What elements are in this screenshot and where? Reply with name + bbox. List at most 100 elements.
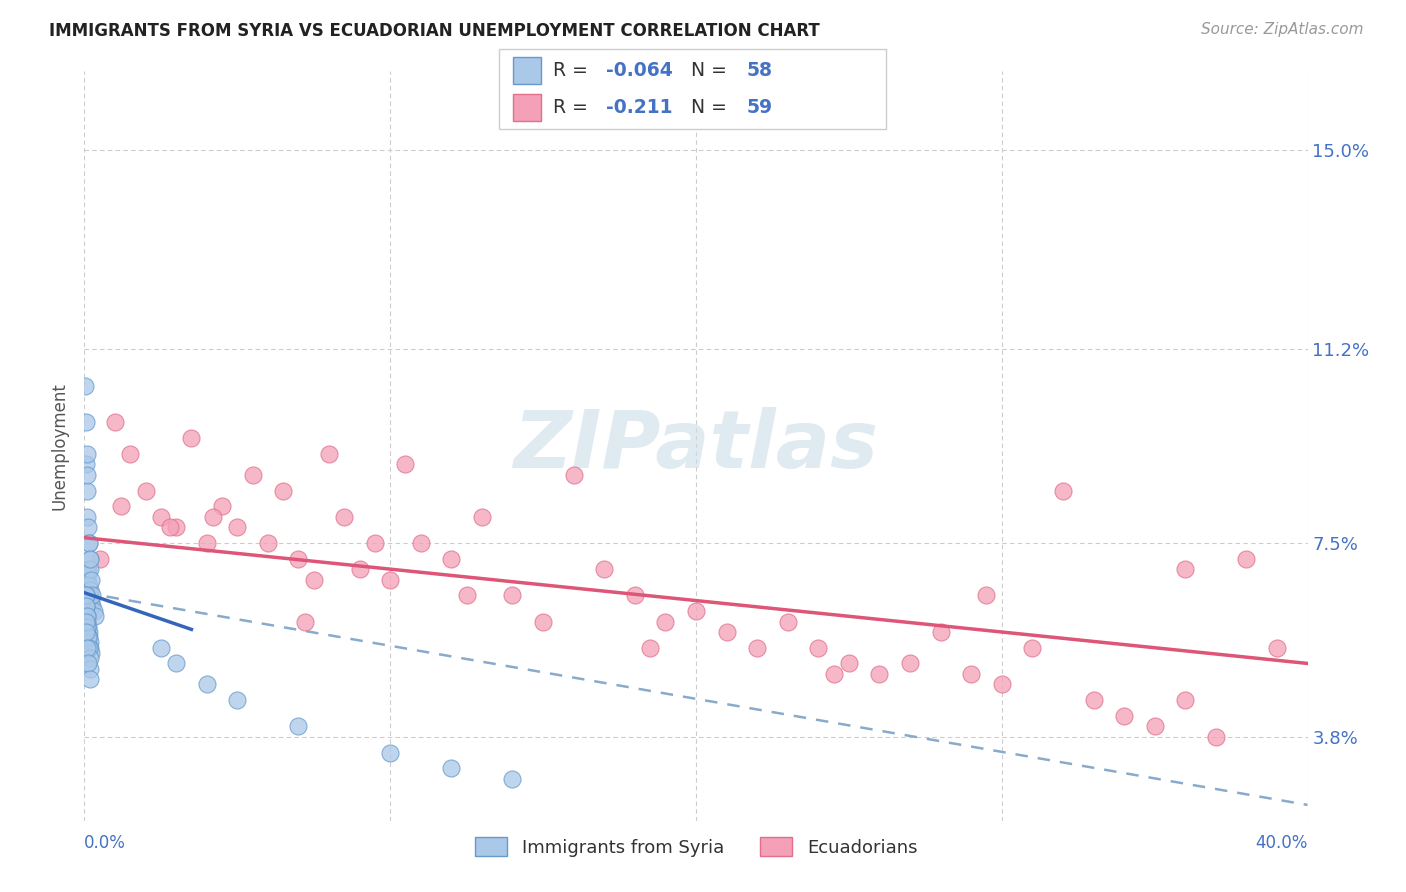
Point — [624, 588, 647, 602]
Point — [149, 640, 172, 655]
Point — [287, 551, 309, 566]
Point — [149, 509, 172, 524]
Text: -0.211: -0.211 — [606, 98, 672, 117]
Point — [110, 500, 132, 514]
Point — [75, 378, 97, 392]
Point — [1052, 483, 1074, 498]
Point — [75, 599, 97, 613]
Point — [1143, 719, 1166, 733]
Point — [226, 520, 249, 534]
Point — [685, 604, 707, 618]
Point — [294, 615, 316, 629]
Point — [77, 567, 100, 582]
Point — [1114, 709, 1136, 723]
Point — [79, 583, 101, 598]
Point — [77, 520, 100, 534]
Point — [180, 431, 202, 445]
Point — [79, 672, 101, 686]
Text: N =: N = — [679, 62, 733, 80]
Point — [76, 509, 98, 524]
Point — [80, 573, 103, 587]
Text: 58: 58 — [747, 62, 772, 80]
Point — [76, 573, 98, 587]
Point — [211, 500, 233, 514]
Point — [257, 536, 280, 550]
Point — [440, 551, 463, 566]
Text: -0.064: -0.064 — [606, 62, 672, 80]
Point — [333, 509, 356, 524]
Point — [135, 483, 157, 498]
Point — [776, 615, 799, 629]
Point — [75, 625, 97, 640]
Point — [75, 588, 97, 602]
Point — [1083, 693, 1105, 707]
Point — [76, 467, 98, 482]
Point — [898, 657, 921, 671]
Point — [76, 609, 98, 624]
Point — [502, 588, 524, 602]
Point — [83, 604, 105, 618]
Point — [79, 651, 101, 665]
Point — [991, 677, 1014, 691]
Point — [75, 599, 97, 613]
Point — [75, 588, 97, 602]
Text: 0.0%: 0.0% — [84, 834, 127, 852]
Point — [380, 573, 402, 587]
Point — [226, 693, 249, 707]
Point — [1265, 640, 1288, 655]
Point — [409, 536, 432, 550]
Point — [76, 483, 98, 498]
Point — [201, 509, 224, 524]
Point — [76, 615, 98, 629]
Point — [77, 536, 100, 550]
Text: N =: N = — [679, 98, 733, 117]
Text: 40.0%: 40.0% — [1256, 834, 1308, 852]
Point — [75, 458, 97, 472]
Point — [1174, 562, 1197, 576]
Point — [654, 615, 676, 629]
Point — [716, 625, 738, 640]
Point — [638, 640, 661, 655]
Point — [77, 657, 100, 671]
Text: IMMIGRANTS FROM SYRIA VS ECUADORIAN UNEMPLOYMENT CORRELATION CHART: IMMIGRANTS FROM SYRIA VS ECUADORIAN UNEM… — [49, 22, 820, 40]
Point — [79, 662, 101, 676]
Point — [77, 578, 100, 592]
Point — [531, 615, 554, 629]
Point — [271, 483, 294, 498]
Point — [1236, 551, 1258, 566]
Point — [77, 630, 100, 644]
Text: R =: R = — [553, 62, 593, 80]
Point — [80, 588, 103, 602]
Point — [89, 551, 111, 566]
Point — [1021, 640, 1043, 655]
Point — [80, 599, 103, 613]
Point — [394, 458, 416, 472]
Point — [195, 677, 218, 691]
Point — [349, 562, 371, 576]
Point — [823, 667, 845, 681]
Point — [120, 447, 142, 461]
Point — [440, 761, 463, 775]
Point — [77, 562, 100, 576]
Point — [1205, 730, 1227, 744]
Point — [165, 657, 187, 671]
Point — [159, 520, 181, 534]
Point — [76, 599, 98, 613]
Point — [79, 635, 101, 649]
Text: 59: 59 — [747, 98, 773, 117]
Point — [165, 520, 187, 534]
Text: Source: ZipAtlas.com: Source: ZipAtlas.com — [1201, 22, 1364, 37]
Point — [75, 416, 97, 430]
Point — [79, 640, 101, 655]
Text: ZIPatlas: ZIPatlas — [513, 407, 879, 485]
Point — [80, 646, 103, 660]
Point — [960, 667, 983, 681]
Text: R =: R = — [553, 98, 593, 117]
Point — [976, 588, 998, 602]
Point — [84, 609, 107, 624]
Point — [318, 447, 340, 461]
Point — [929, 625, 952, 640]
Point — [77, 536, 100, 550]
Point — [364, 536, 387, 550]
Point — [75, 588, 97, 602]
